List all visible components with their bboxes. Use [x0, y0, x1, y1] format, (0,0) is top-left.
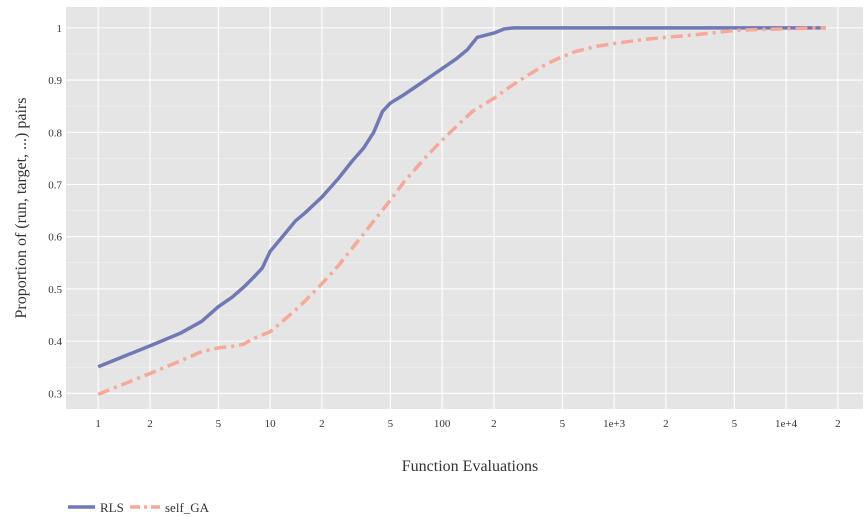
- legend-label-rls: RLS: [100, 500, 124, 515]
- grid-lines: [66, 7, 863, 409]
- legend-label-self-ga: self_GA: [165, 500, 210, 515]
- y-tick-label: 0.3: [48, 388, 62, 400]
- x-axis-title: Function Evaluations: [402, 458, 538, 475]
- series-line-self-ga[interactable]: [97, 26, 826, 397]
- x-tick-label: 10: [265, 418, 277, 430]
- y-tick-label: 0.5: [48, 284, 62, 296]
- y-tick-label: 0.9: [48, 75, 62, 87]
- x-tick-label: 5: [388, 418, 394, 430]
- x-tick-label: 2: [835, 418, 841, 430]
- y-axis-ticks: 0.3 0.4 0.5 0.6 0.7 0.8 0.9 1: [48, 23, 62, 400]
- x-tick-label: 5: [732, 418, 738, 430]
- x-tick-label: 5: [560, 418, 566, 430]
- y-tick-label: 0.8: [48, 127, 62, 139]
- x-tick-label: 1e+3: [603, 418, 626, 430]
- x-tick-label: 100: [434, 418, 451, 430]
- plot-background: [66, 7, 863, 409]
- legend: RLS self_GA: [68, 500, 210, 515]
- y-tick-label: 0.7: [48, 180, 62, 192]
- x-tick-label: 5: [216, 418, 222, 430]
- x-tick-label: 2: [147, 418, 153, 430]
- x-tick-label: 2: [491, 418, 497, 430]
- x-tick-label: 2: [319, 418, 325, 430]
- y-tick-label: 0.6: [48, 232, 62, 244]
- x-tick-label: 2: [663, 418, 669, 430]
- legend-item-self-ga[interactable]: self_GA: [130, 500, 210, 515]
- x-tick-label: 1: [95, 418, 101, 430]
- legend-item-rls[interactable]: RLS: [68, 500, 124, 515]
- y-axis-title: Proportion of (run, target, ...) pairs: [13, 98, 30, 319]
- series-line-rls[interactable]: [97, 26, 826, 369]
- series-lines: [97, 26, 826, 397]
- y-tick-label: 1: [57, 23, 63, 35]
- x-axis-ticks: 1 2 5 10 2 5 100 2 5 1e+3 2 5 1e+4 2: [95, 418, 840, 430]
- x-tick-label: 1e+4: [775, 418, 798, 430]
- y-tick-label: 0.4: [48, 336, 62, 348]
